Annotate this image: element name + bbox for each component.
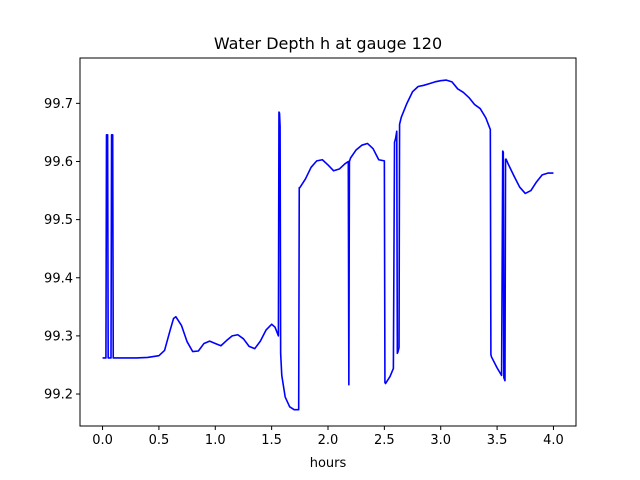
chart-title: Water Depth h at gauge 120 [214, 34, 442, 53]
y-tick-label: 99.4 [44, 271, 73, 286]
x-axis-label: hours [310, 456, 347, 471]
y-tick-label: 99.2 [44, 388, 73, 403]
x-tick-label: 2.0 [318, 433, 339, 448]
series-line [102, 79, 554, 411]
x-tick-label: 4.0 [543, 433, 564, 448]
y-tick-label: 99.3 [44, 329, 73, 344]
x-tick-label: 3.0 [430, 433, 451, 448]
y-axis: 99.2 99.3 99.4 99.5 99.6 99.7 [44, 97, 80, 403]
x-tick-label: 1.5 [261, 433, 282, 448]
x-tick-label: 0.5 [149, 433, 170, 448]
plot-frame [79, 57, 577, 427]
plot-area [102, 79, 554, 411]
x-tick-label: 1.0 [205, 433, 226, 448]
y-tick-label: 99.7 [44, 97, 73, 112]
x-tick-label: 3.5 [487, 433, 508, 448]
x-axis: 0.0 0.5 1.0 1.5 2.0 2.5 3.0 3.5 4.0 [92, 426, 564, 448]
x-tick-label: 0.0 [92, 433, 113, 448]
y-tick-label: 99.5 [44, 213, 73, 228]
y-tick-label: 99.6 [44, 155, 73, 170]
x-tick-label: 2.5 [374, 433, 395, 448]
